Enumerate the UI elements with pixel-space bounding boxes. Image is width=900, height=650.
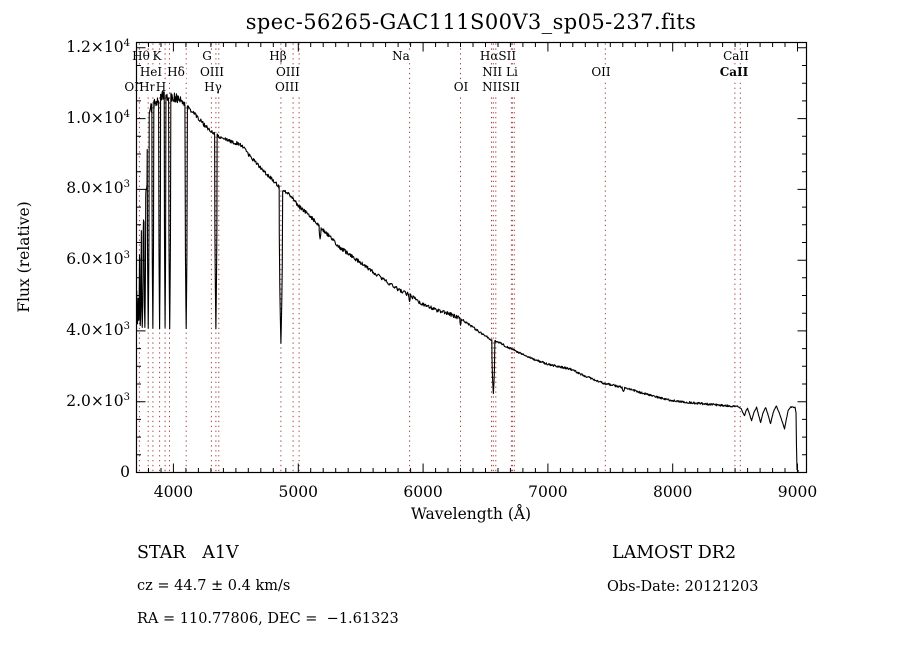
spectral-line-label: Hδ [166, 64, 186, 79]
spectral-line-label: K [151, 49, 163, 63]
spectral-line-label: OII [590, 64, 612, 79]
spectral-line-label: H [154, 80, 168, 94]
redshift-velocity-text: cz = 44.7 ± 0.4 km/s [137, 578, 291, 594]
spectral-line-label: G [201, 49, 213, 63]
spectral-line-label: CaII [718, 64, 750, 79]
spectral-line-label: OIII [198, 64, 226, 79]
spectral-line-label: Na [391, 49, 411, 63]
spectral-line-label: HeI [138, 64, 164, 79]
spectral-line-label: OIII [273, 80, 301, 94]
spectral-line-label: OI [452, 80, 470, 94]
spectral-line-label: Hβ [268, 49, 288, 63]
object-class-text: STAR A1V [137, 543, 239, 563]
spectral-line-label: CaII [722, 49, 750, 63]
survey-name-text: LAMOST DR2 [612, 543, 737, 563]
spectral-line-label: Hγ [203, 80, 223, 94]
spectral-line-label: NIISII [481, 80, 521, 94]
plot-title: spec-56265-GAC111S00V3_sp05-237.fits [245, 10, 697, 34]
spectral-line-label: OIII [274, 64, 302, 79]
spectral-line-label: Hθ [131, 49, 151, 63]
spectral-line-label: HαSII [478, 49, 518, 63]
ra-dec-text: RA = 110.77806, DEC = −1.61323 [137, 611, 399, 627]
obs-date-text: Obs-Date: 20121203 [607, 579, 759, 595]
spectral-line-label: NII Li [481, 64, 519, 79]
